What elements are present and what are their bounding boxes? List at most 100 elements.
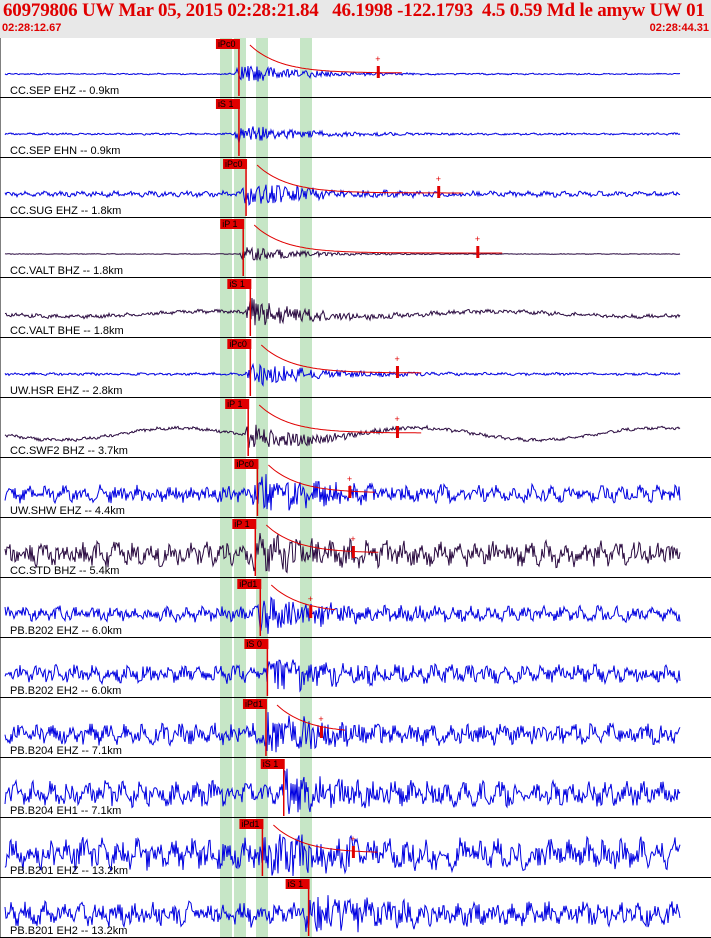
waveform [4, 768, 681, 815]
trace-row: iS 1 CC.VALT BHE -- 1.8km [0, 278, 711, 338]
pick-label: iPc0 [218, 39, 236, 49]
start-time: 02:28:12.67 [2, 22, 62, 34]
trace-row: + iPc0 UW.HSR EHZ -- 2.8km [0, 338, 711, 398]
trace-row: iS 1 CC.SEP EHN -- 0.9km [0, 98, 711, 158]
coda-marker [476, 246, 480, 258]
trace-label: CC.VALT BHZ -- 1.8km [10, 265, 123, 277]
trace-label: PB.B204 EH1 -- 7.1km [10, 805, 121, 817]
trace-row: iS 0 PB.B202 EH2 -- 6.0km [0, 638, 711, 698]
coda-marker [395, 366, 399, 378]
pick-tag [215, 99, 240, 109]
pick-label: iPd1 [239, 579, 257, 589]
pick-label: iS 1 [218, 99, 234, 109]
coda-marker-sign: + [436, 174, 441, 184]
pick-label: iP 1 [222, 219, 237, 229]
trace-label: CC.SEP EHN -- 0.9km [10, 145, 120, 157]
coda-marker-sign: + [347, 474, 352, 484]
coda-marker-sign: + [318, 714, 323, 724]
trace-label: UW.HSR EHZ -- 2.8km [10, 385, 122, 397]
seismogram-svg[interactable]: + iPc0 CC.SEP EHZ -- 0.9km iS 1 CC.SEP EHN -… [0, 38, 711, 938]
waveform [4, 712, 681, 753]
trace-label: CC.VALT BHE -- 1.8km [10, 325, 124, 337]
coda-marker-sign: + [375, 54, 380, 64]
waveform [4, 246, 681, 262]
end-time: 02:28:44.31 [649, 22, 709, 34]
pick-label: iS 0 [246, 639, 262, 649]
pick-tag [244, 639, 269, 649]
trace-label: PB.B201 EHZ -- 13.2km [10, 865, 128, 877]
coda-marker-sign: + [350, 834, 355, 844]
trace-row: iS 1 PB.B201 EH2 -- 13.2km [0, 878, 711, 938]
pick-label: iS 1 [288, 879, 304, 889]
trace-label: CC.SUG EHZ -- 1.8km [10, 205, 121, 217]
pick-window-band [220, 38, 232, 938]
coda-curve [256, 164, 464, 194]
waveform [4, 596, 681, 634]
pick-tag [227, 279, 252, 289]
trace-row: iS 1 PB.B204 EH1 -- 7.1km [0, 758, 711, 818]
pick-tag [232, 519, 257, 529]
trace-row: + iP 1 CC.STD BHZ -- 5.4km [0, 518, 711, 578]
coda-marker [395, 426, 399, 438]
coda-curve [276, 704, 346, 731]
pick-tag [227, 339, 252, 349]
trace-row: + iP 1 CC.VALT BHZ -- 1.8km [0, 218, 711, 278]
waveform [4, 297, 681, 326]
trace-row: + iPd1 PB.B202 EHZ -- 6.0km [0, 578, 711, 638]
coda-curve [260, 344, 422, 374]
coda-marker [348, 486, 352, 498]
pick-label: iPc0 [236, 459, 254, 469]
waveform [4, 532, 681, 574]
trace-label: CC.SEP EHZ -- 0.9km [10, 85, 119, 97]
coda-marker-sign: + [475, 234, 480, 244]
coda-curve [270, 584, 336, 611]
trace-row: + iP 1 CC.SWF2 BHZ -- 3.7km [0, 398, 711, 458]
pick-tag [285, 879, 310, 889]
pick-tag [220, 219, 245, 229]
trace-label: PB.B202 EH2 -- 6.0km [10, 685, 121, 697]
coda-marker [309, 606, 313, 618]
trace-row: + iPd1 PB.B201 EHZ -- 13.2km [0, 818, 711, 878]
trace-label: PB.B202 EHZ -- 6.0km [10, 625, 122, 637]
event-header: 60979806 UW Mar 05, 2015 02:28:21.84 46.… [0, 0, 711, 38]
waveform [4, 659, 681, 693]
pick-label: iPc0 [225, 159, 243, 169]
trace-label: CC.SWF2 BHZ -- 3.7km [10, 445, 128, 457]
pick-label: iS 1 [263, 759, 279, 769]
coda-marker [351, 546, 355, 558]
pick-label: iP 1 [234, 519, 249, 529]
waveform [4, 184, 681, 207]
pick-label: iPc0 [229, 339, 247, 349]
coda-curve [253, 224, 503, 254]
coda-marker-sign: + [394, 354, 399, 364]
trace-row: + iPd1 PB.B204 EHZ -- 7.1km [0, 698, 711, 758]
waveform [4, 65, 681, 82]
trace-label: CC.STD BHZ -- 5.4km [10, 565, 119, 577]
seismogram-panel[interactable]: + iPc0 CC.SEP EHZ -- 0.9km iS 1 CC.SEP EHN -… [0, 38, 711, 938]
trace-label: UW.SHW EHZ -- 4.4km [10, 505, 125, 517]
pick-label: iP 1 [227, 399, 242, 409]
trace-label: PB.B201 EH2 -- 13.2km [10, 925, 127, 937]
coda-curve [258, 404, 422, 434]
pick-tag [237, 579, 262, 589]
pick-tag [260, 759, 285, 769]
waveform [4, 126, 681, 144]
coda-curve [268, 464, 375, 493]
coda-marker [437, 186, 441, 198]
waveform [4, 834, 681, 877]
coda-marker-sign: + [394, 414, 399, 424]
pick-tag [223, 159, 248, 169]
trace-row: + iPc0 CC.SEP EHZ -- 0.9km [0, 38, 711, 98]
waveform [4, 895, 681, 933]
pick-label: iPd1 [241, 819, 259, 829]
trace-label: PB.B204 EHZ -- 7.1km [10, 745, 122, 757]
coda-marker-sign: + [350, 534, 355, 544]
coda-curve [249, 44, 402, 74]
coda-marker [376, 66, 380, 78]
coda-marker [319, 726, 323, 738]
pick-label: iS 1 [229, 279, 245, 289]
pick-tag [239, 819, 264, 829]
pick-tag [234, 459, 259, 469]
pick-tag [225, 399, 250, 409]
pick-tag [242, 699, 267, 709]
